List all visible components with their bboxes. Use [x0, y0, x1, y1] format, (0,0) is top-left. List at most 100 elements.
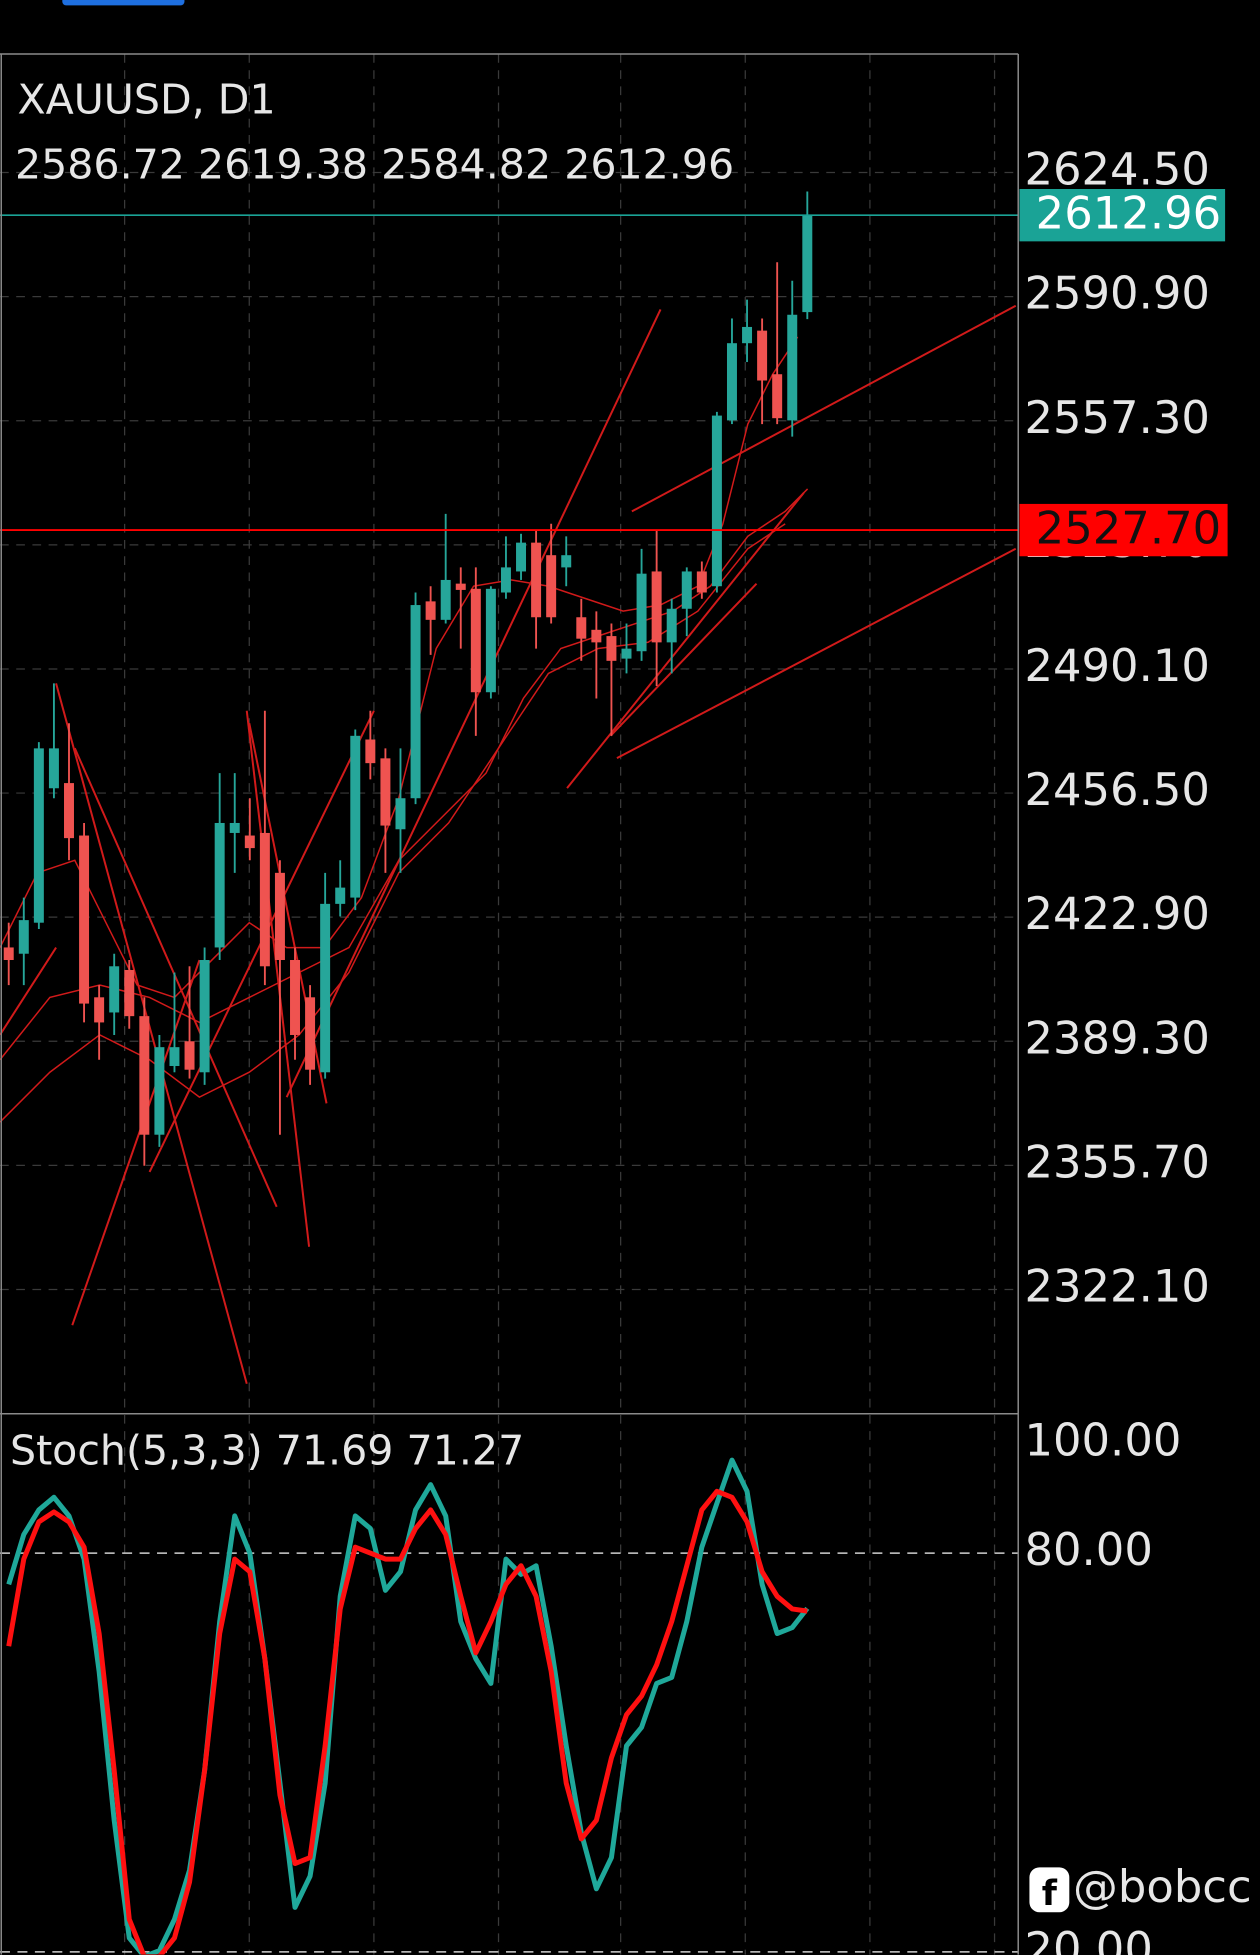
y-tick-label: 2456.50: [1024, 763, 1210, 816]
trend-line: [616, 547, 1017, 760]
ohlc-header: 2586.72 2619.38 2584.82 2612.96: [15, 140, 734, 188]
symbol-title: XAUUSD, D1: [17, 76, 275, 124]
candle-body: [94, 997, 105, 1023]
candle-body: [621, 648, 632, 659]
y-tick-label: 2389.30: [1024, 1011, 1210, 1064]
candle-body: [516, 542, 527, 572]
candle-body: [139, 1016, 150, 1135]
stoch-k: 71.69: [276, 1427, 394, 1475]
candle-body: [199, 960, 210, 1073]
stoch-header: Stoch(5,3,3) 71.69 71.27: [10, 1427, 524, 1475]
ohlc-open: 2586.72: [15, 140, 185, 188]
candle-body: [651, 571, 662, 643]
candle-body: [18, 920, 29, 954]
trend-line: [73, 747, 278, 1208]
candle-body: [320, 903, 331, 1073]
candle-body: [485, 588, 496, 693]
trend-line: [0, 947, 57, 1036]
y-tick-label: 20.00: [1024, 1922, 1152, 1955]
trend-line: [71, 959, 201, 1326]
candle-body: [380, 758, 391, 826]
candle-body: [742, 326, 753, 344]
candle-body: [425, 601, 436, 620]
candle-body: [350, 735, 361, 898]
candle-body: [214, 822, 225, 948]
candle-body: [154, 1047, 165, 1135]
trend-line: [245, 710, 311, 1247]
last-price-label: 2612.96: [1036, 186, 1222, 239]
price-plot: [0, 191, 1019, 1166]
candle-body: [772, 374, 783, 419]
candle-body: [455, 583, 466, 590]
trend-line: [631, 304, 1017, 513]
y-tick-label: 2590.90: [1024, 267, 1210, 320]
stoch-line: [6, 1488, 808, 1955]
candle-body: [440, 579, 451, 620]
candle-body: [696, 571, 707, 593]
candle-body: [79, 835, 90, 1004]
y-tick-label: 2557.30: [1024, 391, 1210, 444]
candle-body: [335, 887, 346, 904]
toolbar-button[interactable]: [62, 0, 185, 6]
candle-body: [64, 783, 74, 839]
candle-body: [802, 215, 813, 313]
candle-body: [787, 314, 798, 421]
stoch-d: 71.27: [407, 1427, 525, 1475]
y-tick-label: 2624.50: [1024, 143, 1210, 196]
candle-body: [305, 997, 316, 1070]
candle-body: [3, 947, 14, 961]
candle-body: [274, 872, 285, 961]
candle-body: [365, 739, 376, 764]
stoch-title: Stoch(5,3,3): [10, 1427, 263, 1475]
facebook-icon: [1029, 1867, 1070, 1913]
candle-body: [757, 330, 768, 381]
candle-body: [259, 832, 270, 967]
y-tick-label: 2355.70: [1024, 1135, 1210, 1188]
watermark: f @bobcc: [1029, 1860, 1252, 1914]
candle-body: [169, 1047, 180, 1067]
candle-body: [109, 966, 120, 1013]
candle-body: [681, 571, 692, 609]
trend-line: [55, 683, 248, 1385]
trend-line: [609, 582, 758, 737]
candle-body: [229, 822, 240, 833]
candle-body: [48, 748, 59, 789]
candle-body: [410, 605, 421, 799]
candle-body: [33, 748, 44, 923]
y-tick-label: 100.00: [1024, 1414, 1181, 1467]
candle-body: [726, 343, 737, 421]
watermark-text: @bobcc: [1073, 1860, 1252, 1913]
y-tick-label: 80.00: [1024, 1523, 1152, 1576]
candle-body: [636, 573, 647, 652]
candle-body: [546, 555, 557, 618]
stoch-plot: [0, 1457, 1019, 1955]
candle-body: [666, 608, 677, 643]
hline-label: 2527.70: [1036, 501, 1222, 554]
candle-body: [591, 629, 602, 643]
ohlc-close: 2612.96: [564, 140, 734, 188]
hline-label-box: [1019, 503, 1228, 557]
candle-body: [500, 567, 511, 593]
candle-body: [711, 415, 722, 587]
candle-body: [576, 617, 587, 639]
grid: [0, 53, 1019, 1955]
y-tick-label: 2422.90: [1024, 887, 1210, 940]
candle-body: [244, 835, 255, 849]
y-tick-label: 2490.10: [1024, 639, 1210, 692]
ohlc-high: 2619.38: [198, 140, 368, 188]
candle-body: [395, 798, 406, 830]
moving-average: [0, 523, 786, 1123]
candle-body: [124, 969, 135, 1017]
last-price-box: [1019, 189, 1226, 242]
candle-body: [290, 960, 300, 1035]
axis-labels: 2624.502590.902557.302523.702490.102456.…: [1019, 143, 1228, 1955]
ohlc-low: 2584.82: [381, 140, 551, 188]
candle-body: [184, 1041, 195, 1070]
trend-line: [566, 492, 805, 789]
candle-body: [561, 555, 572, 568]
facebook-icon-glyph: f: [1042, 1874, 1058, 1914]
candle-body: [606, 636, 617, 661]
